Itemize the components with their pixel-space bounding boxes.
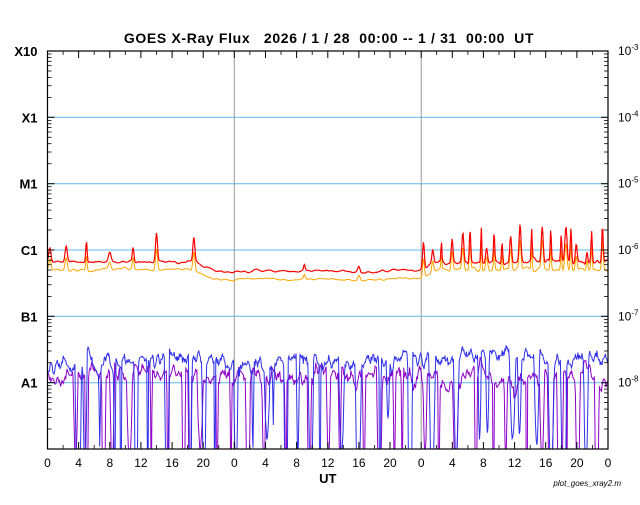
svg-text:8: 8 bbox=[480, 456, 487, 470]
svg-text:0: 0 bbox=[44, 456, 51, 470]
svg-text:10-3: 10-3 bbox=[618, 43, 639, 58]
svg-text:UT: UT bbox=[319, 471, 336, 486]
svg-text:4: 4 bbox=[262, 456, 269, 470]
svg-text:0: 0 bbox=[418, 456, 425, 470]
svg-text:16: 16 bbox=[165, 456, 179, 470]
svg-text:12: 12 bbox=[508, 456, 522, 470]
svg-text:8: 8 bbox=[106, 456, 113, 470]
svg-text:20: 20 bbox=[197, 456, 211, 470]
svg-text:8: 8 bbox=[293, 456, 300, 470]
svg-text:C1: C1 bbox=[21, 243, 38, 258]
svg-text:10-4: 10-4 bbox=[618, 109, 639, 124]
svg-text:10-7: 10-7 bbox=[618, 308, 639, 323]
svg-text:X10: X10 bbox=[14, 44, 37, 59]
svg-text:20: 20 bbox=[383, 456, 397, 470]
svg-text:10-5: 10-5 bbox=[618, 176, 639, 191]
svg-text:12: 12 bbox=[134, 456, 148, 470]
svg-text:4: 4 bbox=[75, 456, 82, 470]
svg-text:GOES X-Ray Flux 2026 / 1 / 2: GOES X-Ray Flux 2026 / 1 / 28 00:00 -- 1… bbox=[124, 30, 534, 46]
svg-text:0: 0 bbox=[605, 456, 612, 470]
svg-text:B1: B1 bbox=[21, 309, 38, 324]
svg-text:16: 16 bbox=[539, 456, 553, 470]
svg-text:0: 0 bbox=[231, 456, 238, 470]
svg-text:X1: X1 bbox=[22, 110, 38, 125]
svg-text:20: 20 bbox=[570, 456, 584, 470]
svg-text:A1: A1 bbox=[21, 376, 38, 391]
svg-text:M1: M1 bbox=[19, 177, 37, 192]
svg-text:12: 12 bbox=[321, 456, 335, 470]
svg-text:16: 16 bbox=[352, 456, 366, 470]
svg-text:plot_goes_xray2.m: plot_goes_xray2.m bbox=[552, 479, 621, 488]
svg-text:10-8: 10-8 bbox=[618, 375, 639, 390]
svg-text:4: 4 bbox=[449, 456, 456, 470]
svg-text:10-6: 10-6 bbox=[618, 242, 639, 257]
